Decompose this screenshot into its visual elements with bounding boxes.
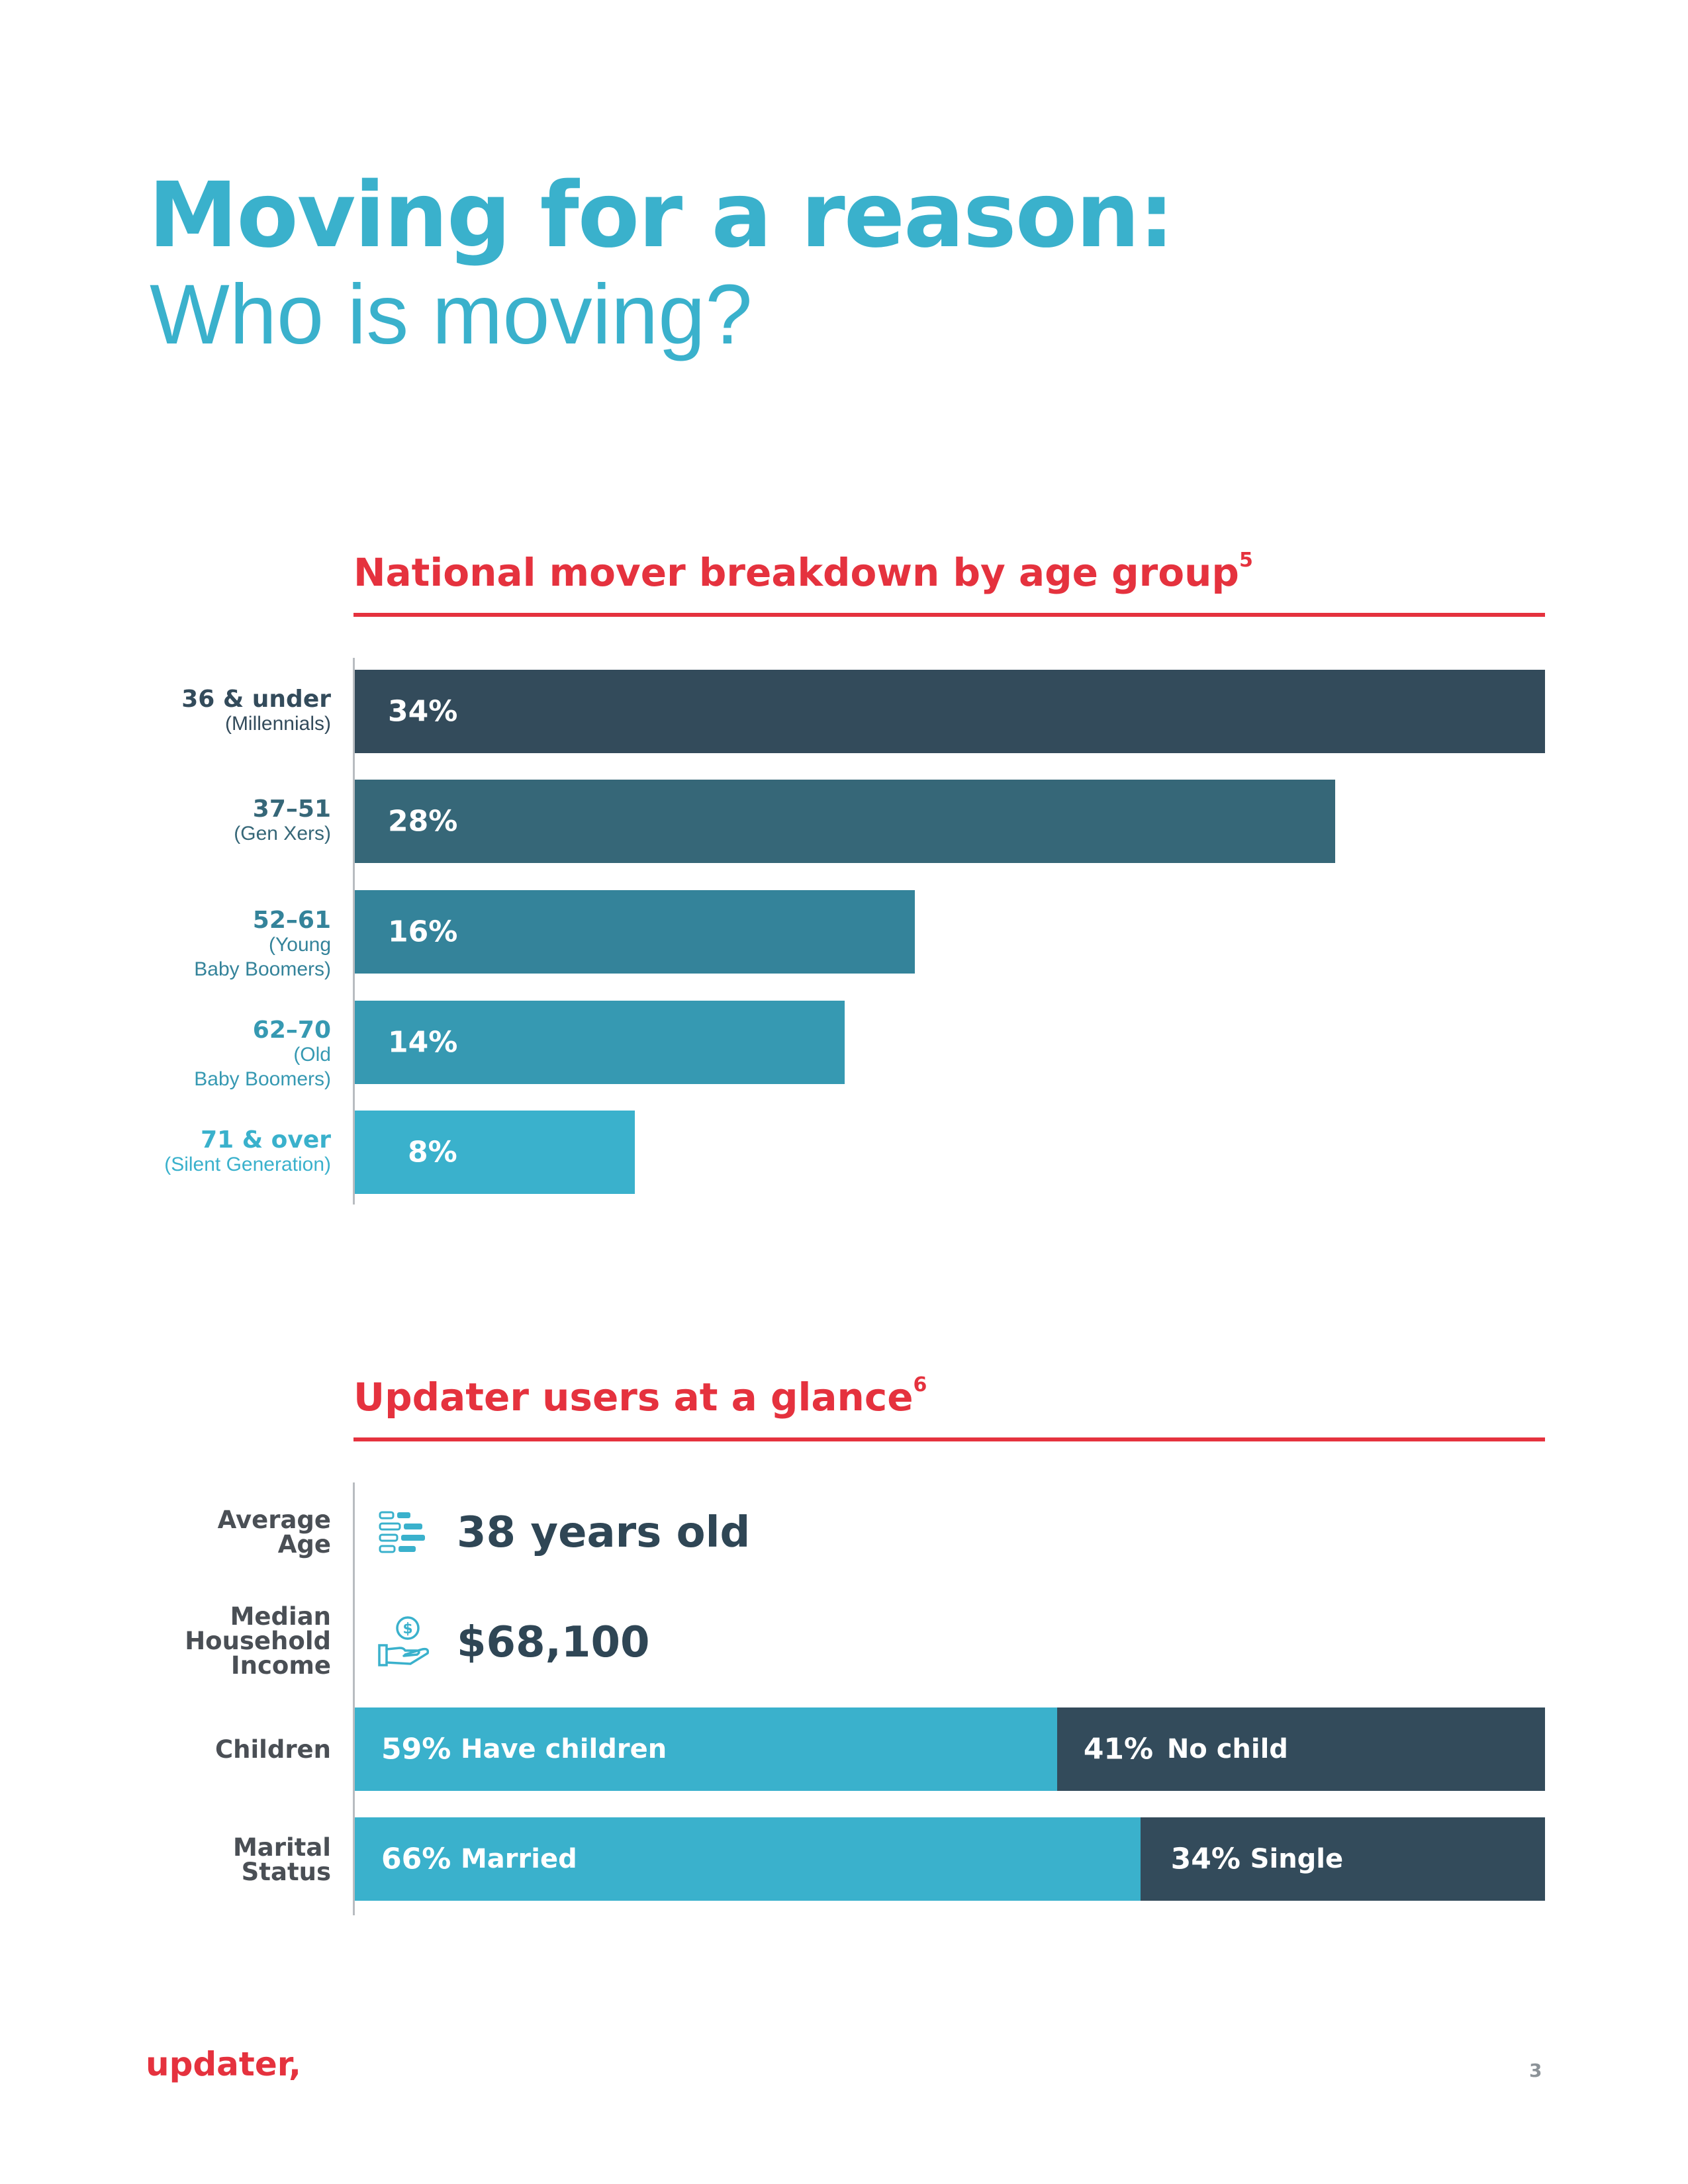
- average-age-label-line: Age: [277, 1530, 331, 1559]
- marital-split-bar: 66% Married 34% Single: [355, 1817, 1545, 1901]
- marital-label: Marital Status: [233, 1835, 331, 1884]
- age-category-sub: (Young: [269, 934, 331, 956]
- age-category-sub: (Silent Generation): [164, 1154, 331, 1175]
- marital-label-line: Marital: [232, 1833, 331, 1862]
- children-split-bar: 59% Have children 41% No child: [355, 1707, 1545, 1791]
- age-chart-title-text: National mover breakdown by age group: [353, 550, 1239, 595]
- age-category-sub: (Millennials): [224, 713, 331, 735]
- page-number: 3: [1529, 2060, 1542, 2081]
- age-category-sub: Baby Boomers): [194, 958, 331, 980]
- glance-footnote: 6: [913, 1373, 927, 1396]
- glance-title: Updater users at a glance6: [353, 1375, 927, 1417]
- age-bar-value: 34%: [388, 694, 458, 729]
- glance-axis: [353, 1482, 355, 1915]
- age-category-name: 37–51: [252, 796, 331, 823]
- age-category-name: 71 & over: [201, 1126, 331, 1154]
- page-subtitle: Who is moving?: [150, 267, 753, 362]
- age-category-sub: (Gen Xers): [234, 823, 331, 844]
- age-category-label: 71 & over (Silent Generation): [164, 1128, 331, 1177]
- children-have-text: Have children: [461, 1734, 667, 1764]
- children-none-pct: 41%: [1083, 1732, 1154, 1766]
- marital-label-line: Status: [241, 1858, 331, 1886]
- age-chart-axis: [353, 658, 355, 1205]
- age-chart-footnote: 5: [1239, 549, 1253, 572]
- children-label: Children: [214, 1735, 331, 1764]
- children-have-pct: 59%: [381, 1732, 451, 1766]
- age-bar-71-over: 8%: [355, 1111, 635, 1194]
- married-text: Married: [461, 1844, 577, 1874]
- age-category-name: 62–70: [252, 1017, 331, 1044]
- svg-text:$: $: [402, 1621, 412, 1637]
- page-title: Moving for a reason:: [148, 163, 1174, 268]
- income-label-line: Income: [230, 1651, 331, 1680]
- married-segment: 66% Married: [355, 1817, 1141, 1901]
- married-pct: 66%: [381, 1842, 451, 1876]
- age-category-label: 37–51 (Gen Xers): [234, 797, 331, 846]
- age-category-label: 62–70 (Old Baby Boomers): [194, 1018, 331, 1091]
- age-bar-36-under: 34%: [355, 670, 1545, 753]
- glance-title-text: Updater users at a glance: [353, 1375, 914, 1420]
- single-pct: 34%: [1170, 1842, 1241, 1876]
- income-label-line: Household: [185, 1627, 331, 1655]
- average-age-label: Average Age: [218, 1508, 331, 1557]
- age-chart-rule: [353, 613, 1545, 617]
- income-value: $68,100: [457, 1618, 650, 1667]
- age-category-label: 52–61 (Young Baby Boomers): [194, 908, 331, 981]
- age-bar-value: 14%: [388, 1025, 458, 1060]
- children-none-text: No child: [1166, 1734, 1288, 1764]
- age-category-name: 36 & under: [181, 686, 331, 713]
- single-segment: 34% Single: [1140, 1817, 1545, 1901]
- age-bar-value: 28%: [388, 804, 458, 839]
- glance-rule: [353, 1437, 1545, 1441]
- single-text: Single: [1250, 1844, 1344, 1874]
- money-hand-icon: $: [378, 1616, 430, 1666]
- income-label: Median Household Income: [185, 1604, 331, 1678]
- age-bar-value: 8%: [408, 1135, 457, 1169]
- age-bar-52-61: 16%: [355, 890, 915, 974]
- age-bar-value: 16%: [388, 915, 458, 949]
- age-bars-icon: [379, 1511, 425, 1553]
- age-bar-37-51: 28%: [355, 780, 1335, 863]
- children-have-segment: 59% Have children: [355, 1707, 1057, 1791]
- updater-logo: updater,: [146, 2045, 302, 2083]
- age-chart-title: National mover breakdown by age group5: [353, 550, 1253, 595]
- age-category-name: 52–61: [252, 907, 331, 934]
- children-none-segment: 41% No child: [1056, 1707, 1545, 1791]
- average-age-label-line: Average: [217, 1506, 331, 1534]
- income-label-line: Median: [230, 1602, 331, 1631]
- average-age-value: 38 years old: [457, 1508, 751, 1557]
- age-category-sub: (Old: [293, 1044, 331, 1066]
- age-category-label: 36 & under (Millennials): [181, 687, 331, 736]
- age-bar-62-70: 14%: [355, 1001, 845, 1084]
- age-category-sub: Baby Boomers): [194, 1068, 331, 1090]
